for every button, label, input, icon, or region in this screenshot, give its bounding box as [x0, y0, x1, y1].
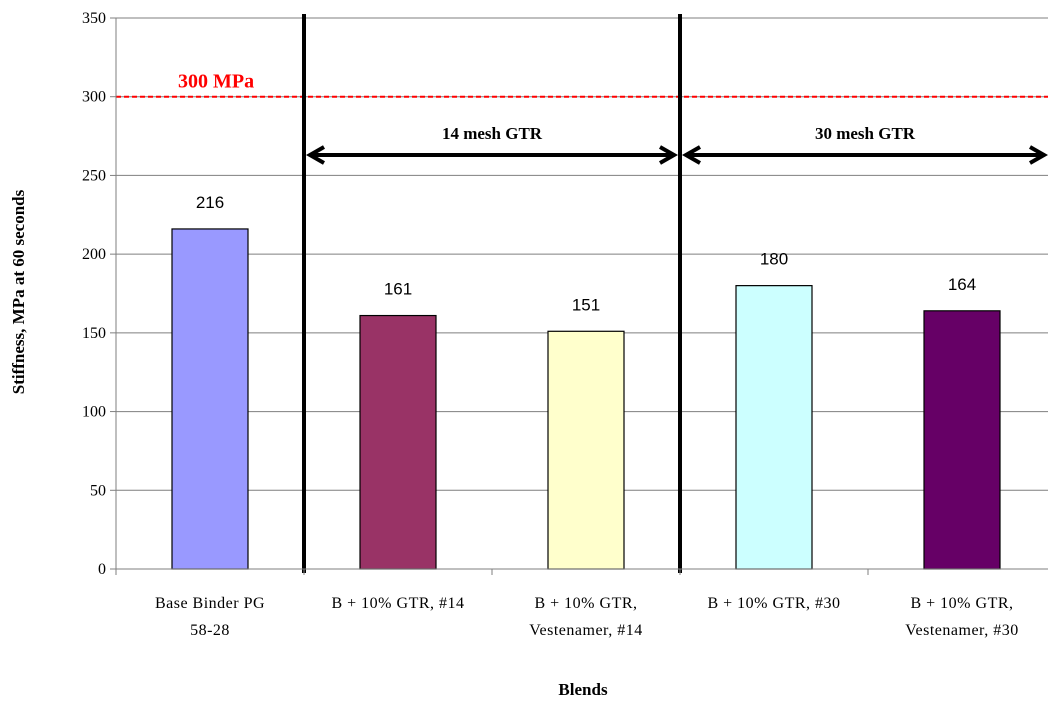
group-label: 14 mesh GTR — [442, 124, 543, 143]
data-label: 180 — [760, 250, 788, 269]
x-tick-label-line: B + 10% GTR, — [534, 595, 637, 612]
y-tick-label: 0 — [98, 561, 106, 578]
y-axis-title: Stiffness, MPa at 60 seconds — [9, 189, 28, 394]
group-arrow-head-left — [681, 145, 701, 165]
x-tick-label: B + 10% GTR, Vestenamer, #14 — [529, 595, 643, 639]
x-tick-label: Base Binder PG 58-28 — [155, 595, 265, 639]
bar — [923, 310, 1001, 570]
bars-layer — [171, 228, 1001, 570]
x-tick-label-line: 58-28 — [190, 622, 230, 639]
y-tick-label: 100 — [82, 404, 106, 421]
x-tick-label: B + 10% GTR, Vestenamer, #30 — [905, 595, 1019, 639]
label-layer: 216 Base Binder PG 58-28 161 B + 10% GTR, #1… — [155, 193, 1019, 639]
data-label: 151 — [572, 295, 600, 314]
data-label: 164 — [948, 275, 976, 294]
group-label: 30 mesh GTR — [815, 124, 916, 143]
data-label: 216 — [196, 193, 224, 212]
x-tick-label-line: Vestenamer, #30 — [905, 622, 1019, 639]
bar — [171, 228, 249, 570]
x-tick-label: B + 10% GTR, #30 — [707, 595, 840, 612]
x-axis-title: Blends — [558, 680, 608, 699]
y-tick-label: 50 — [90, 482, 106, 499]
data-label: 161 — [384, 280, 412, 299]
separator-layer — [302, 14, 682, 573]
y-tick-label: 350 — [82, 10, 106, 27]
y-tick-label: 300 — [82, 89, 106, 106]
x-tick-label-line: Base Binder PG — [155, 595, 265, 612]
reference-line-label: 300 MPa — [178, 71, 254, 93]
bar — [735, 285, 813, 570]
bar — [359, 314, 437, 570]
x-tick-label-line: B + 10% GTR, #14 — [331, 595, 464, 612]
y-tick-label: 250 — [82, 167, 106, 184]
y-tick-label: 200 — [82, 246, 106, 263]
group-arrow-head-left — [305, 145, 325, 165]
reference-line-layer: 300 MPa — [116, 71, 1048, 98]
x-tick-label-line: B + 10% GTR, — [910, 595, 1013, 612]
x-tick-label: B + 10% GTR, #14 — [331, 595, 464, 612]
group-arrow-head-right — [1029, 145, 1048, 165]
y-tick-label: 150 — [82, 325, 106, 342]
axis-layer: 0 50 100 150 200 250 300 350 — [82, 10, 1048, 578]
bar — [547, 330, 625, 570]
x-tick-label-line: B + 10% GTR, #30 — [707, 595, 840, 612]
group-arrow-head-right — [659, 145, 679, 165]
group-annotation-layer: 14 mesh GTR 30 mesh GTR — [305, 124, 1048, 165]
x-tick-label-line: Vestenamer, #14 — [529, 622, 643, 639]
